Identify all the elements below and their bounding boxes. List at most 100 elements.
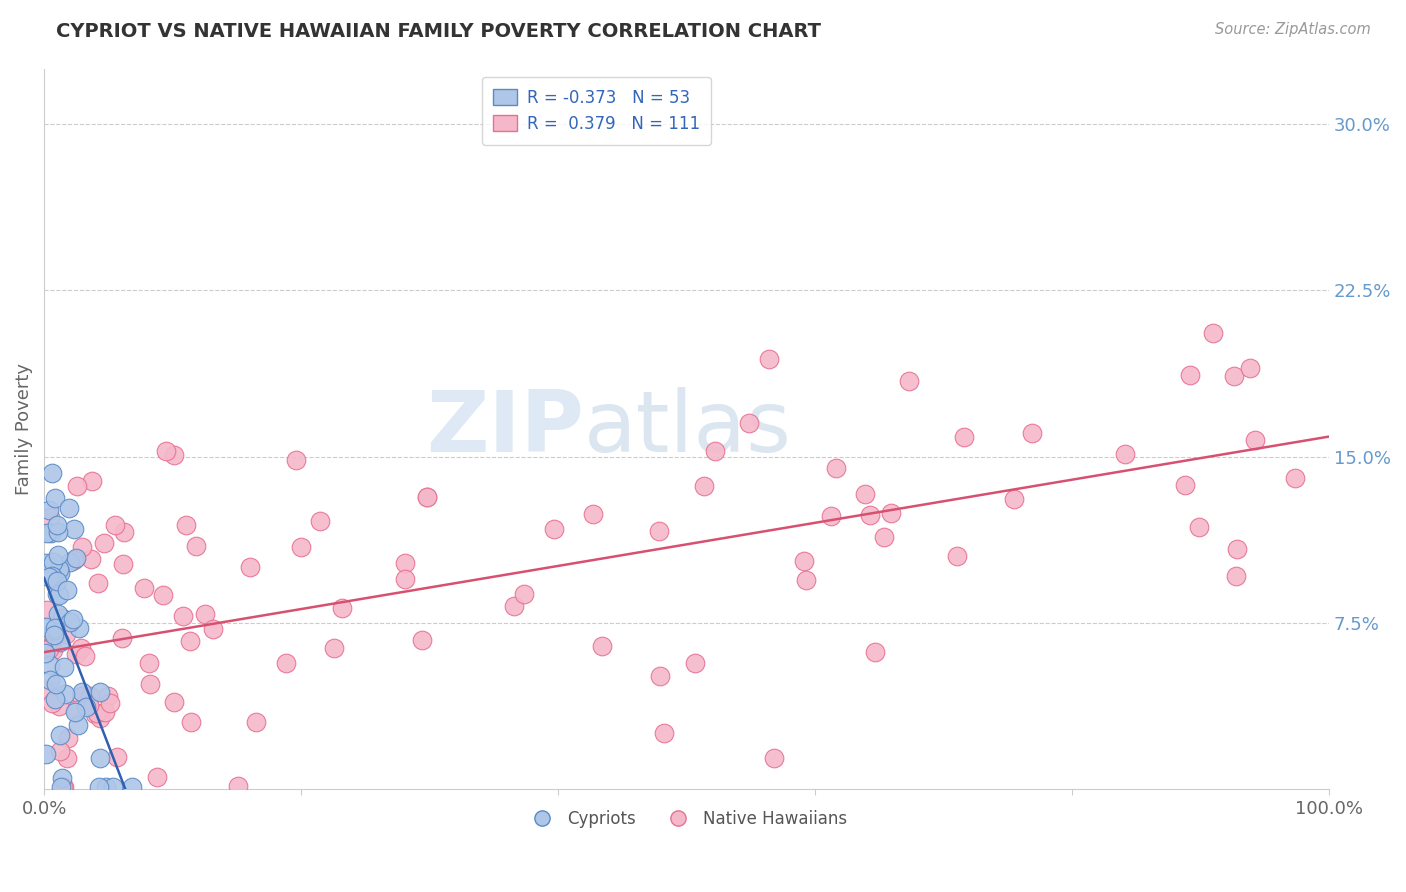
- Point: [880, 507, 903, 521]
- Point: [44, 491, 66, 506]
- Point: [581, 508, 603, 522]
- Point: [111, 631, 134, 645]
- Y-axis label: Family Poverty: Family Poverty: [15, 363, 32, 495]
- Point: [52, 780, 75, 794]
- Point: [51, 772, 73, 786]
- Point: [897, 374, 920, 388]
- Point: [112, 525, 135, 540]
- Point: [411, 632, 433, 647]
- Legend: Cypriots, Native Hawaiians: Cypriots, Native Hawaiians: [519, 804, 853, 835]
- Point: [172, 609, 194, 624]
- Point: [503, 599, 526, 614]
- Point: [163, 695, 186, 709]
- Point: [394, 572, 416, 586]
- Point: [46, 587, 69, 601]
- Point: [53, 780, 76, 794]
- Point: [112, 557, 135, 571]
- Point: [45, 574, 67, 589]
- Point: [49, 744, 72, 758]
- Text: Source: ZipAtlas.com: Source: ZipAtlas.com: [1215, 22, 1371, 37]
- Point: [865, 645, 887, 659]
- Point: [67, 621, 90, 635]
- Text: CYPRIOT VS NATIVE HAWAIIAN FAMILY POVERTY CORRELATION CHART: CYPRIOT VS NATIVE HAWAIIAN FAMILY POVERT…: [56, 22, 821, 41]
- Point: [51, 780, 73, 794]
- Point: [49, 635, 72, 649]
- Point: [45, 677, 67, 691]
- Point: [70, 640, 93, 655]
- Point: [825, 461, 848, 475]
- Point: [70, 540, 93, 554]
- Point: [39, 673, 62, 687]
- Point: [48, 699, 70, 714]
- Point: [59, 555, 82, 569]
- Point: [859, 508, 882, 523]
- Point: [394, 556, 416, 570]
- Point: [873, 530, 896, 544]
- Point: [415, 490, 437, 504]
- Point: [1114, 447, 1136, 461]
- Point: [52, 660, 75, 674]
- Point: [84, 706, 107, 721]
- Point: [93, 535, 115, 549]
- Point: [89, 685, 111, 699]
- Point: [97, 689, 120, 703]
- Point: [226, 779, 249, 793]
- Point: [309, 514, 332, 528]
- Point: [1188, 520, 1211, 534]
- Point: [75, 699, 97, 714]
- Point: [77, 698, 100, 712]
- Point: [1284, 471, 1306, 485]
- Point: [953, 430, 976, 444]
- Point: [35, 747, 58, 761]
- Point: [65, 705, 87, 719]
- Point: [53, 687, 76, 701]
- Point: [45, 518, 67, 533]
- Point: [693, 479, 716, 493]
- Point: [45, 627, 67, 641]
- Point: [145, 770, 167, 784]
- Point: [794, 573, 817, 587]
- Point: [758, 352, 780, 367]
- Point: [65, 551, 87, 566]
- Point: [62, 553, 84, 567]
- Point: [648, 669, 671, 683]
- Point: [62, 612, 84, 626]
- Point: [1202, 326, 1225, 340]
- Point: [46, 574, 69, 588]
- Point: [44, 692, 66, 706]
- Point: [66, 479, 89, 493]
- Point: [44, 623, 66, 637]
- Point: [512, 587, 534, 601]
- Point: [41, 569, 63, 583]
- Point: [80, 474, 103, 488]
- Point: [41, 525, 63, 540]
- Point: [86, 706, 108, 721]
- Point: [48, 562, 70, 576]
- Point: [1180, 368, 1202, 383]
- Point: [70, 684, 93, 698]
- Point: [48, 588, 70, 602]
- Point: [416, 490, 439, 504]
- Point: [591, 640, 613, 654]
- Point: [853, 486, 876, 500]
- Point: [59, 615, 82, 629]
- Point: [1021, 425, 1043, 440]
- Point: [1239, 360, 1261, 375]
- Point: [184, 539, 207, 553]
- Point: [69, 690, 91, 704]
- Point: [46, 607, 69, 621]
- Point: [79, 552, 101, 566]
- Point: [56, 751, 79, 765]
- Point: [105, 750, 128, 764]
- Point: [55, 626, 77, 640]
- Point: [41, 467, 63, 481]
- Point: [543, 522, 565, 536]
- Point: [38, 503, 60, 517]
- Point: [46, 548, 69, 562]
- Point: [683, 657, 706, 671]
- Point: [648, 524, 671, 538]
- Point: [89, 711, 111, 725]
- Point: [820, 508, 842, 523]
- Point: [793, 554, 815, 568]
- Point: [51, 611, 73, 625]
